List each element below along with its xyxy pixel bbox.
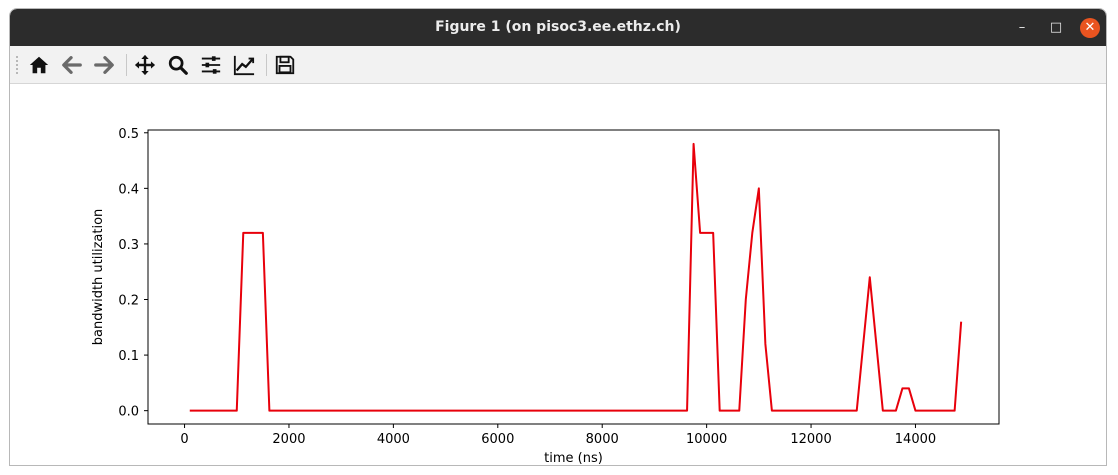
arrow-left-icon (62, 56, 82, 74)
save-button[interactable] (271, 51, 299, 79)
y-tick-label: 0.3 (118, 238, 139, 253)
forward-button[interactable] (90, 51, 118, 79)
x-axis-label: time (ns) (544, 451, 603, 466)
back-button[interactable] (58, 51, 86, 79)
y-tick-label: 0.0 (118, 405, 139, 420)
close-button[interactable]: ✕ (1080, 18, 1100, 38)
y-tick-label: 0.4 (118, 182, 139, 197)
move-icon (134, 54, 156, 76)
y-tick-label: 0.1 (118, 349, 139, 364)
x-tick-label: 4000 (377, 432, 410, 447)
pan-button[interactable] (131, 51, 159, 79)
x-tick-label: 8000 (586, 432, 619, 447)
chart-edit-icon (233, 55, 255, 76)
axes-frame (147, 129, 1000, 425)
toolbar-separator (266, 54, 267, 76)
title-bar[interactable]: Figure 1 (on pisoc3.ee.ethz.ch) – □ ✕ (10, 9, 1106, 46)
toolbar-grip[interactable] (16, 56, 18, 74)
subplots-button[interactable] (197, 51, 225, 79)
figure-canvas[interactable]: 0 2000 4000 6000 8000 10000 12000 14000 0.0 0.1 0… (10, 84, 1106, 465)
x-tick-label: 10000 (686, 432, 727, 447)
home-icon (29, 56, 49, 74)
navigation-toolbar (10, 46, 1106, 84)
y-tick-label: 0.5 (118, 127, 139, 142)
sliders-icon (201, 56, 221, 74)
maximize-button[interactable]: □ (1049, 20, 1063, 35)
x-tick-label: 14000 (895, 432, 936, 447)
figure-window: Figure 1 (on pisoc3.ee.ethz.ch) – □ ✕ (9, 8, 1107, 466)
zoom-button[interactable] (164, 51, 192, 79)
y-axis-label: bandwidth utilization (91, 209, 106, 346)
save-icon (275, 55, 295, 75)
x-tick-label: 2000 (272, 432, 305, 447)
window-title: Figure 1 (on pisoc3.ee.ethz.ch) (435, 19, 681, 35)
y-tick-label: 0.2 (118, 294, 139, 309)
x-tick-label: 0 (180, 432, 188, 447)
home-button[interactable] (25, 51, 53, 79)
x-tick-label: 6000 (481, 432, 514, 447)
series-line (189, 142, 963, 412)
customize-button[interactable] (230, 51, 258, 79)
x-tick-label: 12000 (790, 432, 831, 447)
toolbar-separator (126, 54, 127, 76)
arrow-right-icon (94, 56, 114, 74)
line-chart[interactable]: 0 2000 4000 6000 8000 10000 12000 14000 0.0 0.1 0… (10, 84, 1106, 466)
zoom-icon (168, 55, 188, 75)
minimize-button[interactable]: – (1018, 20, 1026, 35)
